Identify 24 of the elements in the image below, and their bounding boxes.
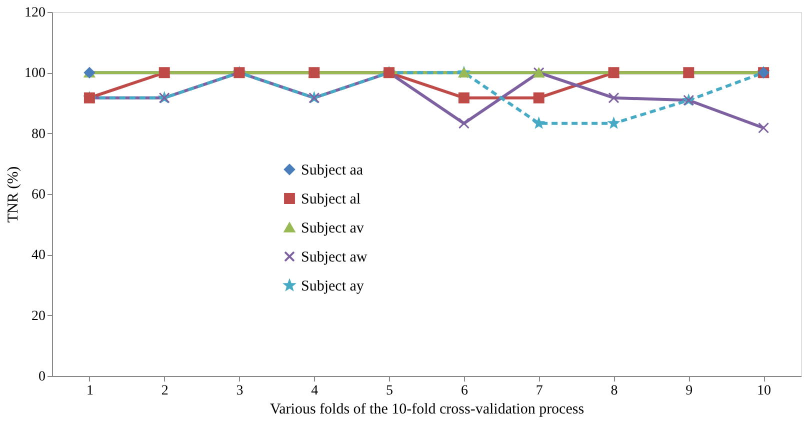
- x-tick-label: 3: [236, 384, 244, 398]
- x-tick-label: 4: [311, 384, 318, 398]
- legend-label: Subject al: [301, 192, 361, 208]
- x-axis-title: Various folds of the 10-fold cross-validation process: [270, 402, 584, 418]
- y-tick-label: 80: [32, 126, 46, 142]
- y-tick-label: 100: [24, 66, 46, 82]
- x-tick-label: 9: [686, 384, 693, 398]
- x-tick-label: 7: [536, 384, 543, 398]
- x-tick-label: 5: [386, 384, 394, 398]
- y-tick-label: 0: [38, 370, 46, 384]
- x-tick-label: 6: [460, 384, 468, 398]
- legend-label: Subject aa: [301, 162, 364, 178]
- x-tick-label: 8: [610, 384, 618, 398]
- x-tick-label: 10: [757, 384, 772, 398]
- y-tick-label: 120: [24, 6, 46, 20]
- legend-label: Subject ay: [301, 278, 364, 294]
- y-tick-label: 60: [32, 188, 46, 202]
- y-tick-label: 20: [32, 308, 46, 324]
- x-tick-label: 1: [86, 384, 94, 398]
- legend-label: Subject av: [301, 220, 364, 236]
- x-tick-label: 2: [161, 384, 168, 398]
- legend-label: Subject aw: [301, 250, 368, 266]
- y-axis-title: TNR (%): [6, 166, 22, 223]
- y-tick-label: 40: [32, 248, 46, 264]
